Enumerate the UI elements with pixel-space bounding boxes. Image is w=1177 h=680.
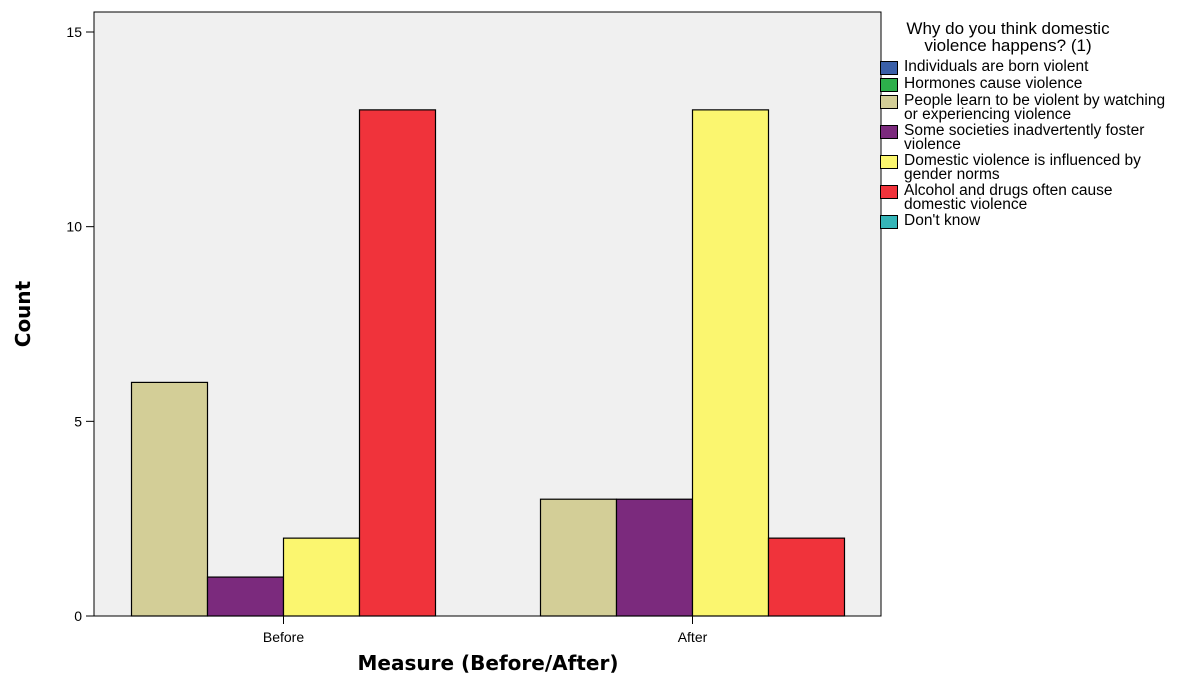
y-tick-label: 5 [74,413,82,429]
legend-label: Alcohol and drugs often cause domestic v… [904,182,1113,213]
legend-item: Hormones cause violence [880,75,1170,92]
legend-items: Individuals are born violent Hormones cau… [880,58,1170,229]
bar-before-4 [358,109,437,617]
bar-before-1 [130,381,209,617]
y-axis-title: Count [11,280,35,347]
x-tick-label-after: After [678,629,708,645]
bar-before-3 [282,537,361,617]
x-axis-title: Measure (Before/After) [358,651,619,675]
legend-item: Don't know [880,212,1170,229]
legend-swatch [880,95,898,109]
legend-swatch [880,125,898,139]
legend-title: Why do you think domestic violence happe… [906,19,1110,55]
bar-after-1 [539,498,618,617]
bar-after-3 [691,109,770,617]
legend-swatch [880,215,898,229]
legend-label: Don't know [904,212,981,229]
x-tick-label-before: Before [263,629,304,645]
y-tick-label: 10 [66,219,82,235]
legend-swatch [880,78,898,92]
x-axis: Before After [263,616,708,645]
y-tick-label: 0 [74,608,82,624]
legend-item: Domestic violence is influenced by gende… [880,152,1170,183]
legend-label: Some societies inadvertently foster viol… [904,122,1145,153]
legend-label: People learn to be violent by watching o… [904,92,1166,123]
legend-item: Alcohol and drugs often cause domestic v… [880,182,1170,213]
legend: Why do you think domestic violence happe… [880,20,1170,231]
y-tick-label: 15 [66,24,82,40]
legend-label: Hormones cause violence [904,75,1083,92]
legend-swatch [880,185,898,199]
legend-swatch [880,61,898,75]
bars-group [130,109,846,617]
bar-after-4 [767,537,846,617]
bar-after-2 [615,498,694,617]
legend-item: Some societies inadvertently foster viol… [880,122,1170,153]
bar-before-2 [206,576,285,617]
y-axis: 0 5 10 15 [66,24,94,624]
legend-label: Individuals are born violent [904,58,1089,75]
legend-swatch [880,155,898,169]
legend-item: Individuals are born violent [880,58,1170,75]
legend-item: People learn to be violent by watching o… [880,92,1170,123]
legend-label: Domestic violence is influenced by gende… [904,152,1141,183]
